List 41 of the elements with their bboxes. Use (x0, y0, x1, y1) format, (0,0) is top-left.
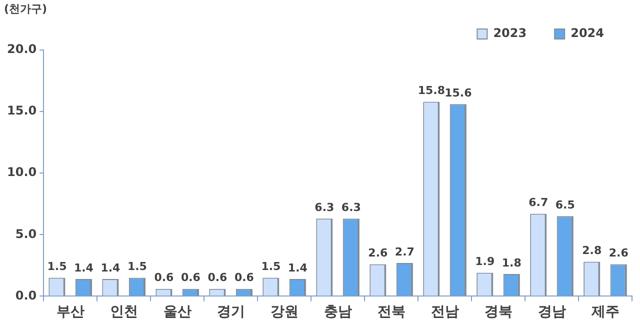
data-label: 0.6 (180, 271, 201, 284)
data-label: 2.8 (582, 244, 602, 258)
y-tick-label: 0.0 (15, 288, 37, 302)
data-label: 1.5 (47, 260, 67, 274)
data-label: 1.5 (261, 260, 281, 274)
y-tick-label: 10.0 (7, 165, 37, 180)
data-label: 1.5 (127, 260, 147, 274)
data-label: 1.8 (502, 256, 522, 270)
data-label: 6.3 (314, 201, 334, 214)
y-tick-label: 20.0 (7, 42, 37, 56)
x-tick-label: 울산 (163, 304, 192, 320)
data-label: 2.6 (608, 246, 629, 260)
data-label: 0.6 (234, 271, 254, 284)
data-label: 2.7 (394, 245, 414, 258)
legend-label: 2023 (493, 26, 527, 40)
x-tick-label: 인천 (110, 304, 138, 320)
x-tick-label: 충남 (324, 304, 352, 320)
data-label: 1.4 (288, 261, 308, 274)
data-label: 6.7 (528, 196, 548, 210)
y-tick-label: 5.0 (15, 226, 37, 241)
data-label: 15.6 (444, 86, 472, 100)
data-label: 1.9 (475, 255, 495, 268)
data-label: 0.6 (154, 271, 174, 284)
x-tick-label: 부산 (56, 304, 84, 320)
legend-label: 2024 (570, 26, 604, 40)
x-tick-label: 강원 (270, 304, 298, 320)
x-tick-label: 전남 (430, 304, 459, 320)
data-label: 2.6 (368, 246, 388, 260)
y-axis-title: (천가구) (4, 2, 48, 16)
data-label: 15.8 (418, 84, 445, 98)
data-label: 6.3 (341, 201, 361, 214)
data-label: 6.5 (555, 198, 575, 212)
y-tick-label: 15.0 (7, 104, 37, 118)
data-label: 0.6 (208, 271, 228, 284)
data-label: 1.4 (100, 261, 121, 274)
x-tick-label: 경기 (216, 304, 245, 320)
x-tick-label: 제주 (590, 304, 620, 320)
x-tick-label: 경남 (538, 304, 566, 320)
x-tick-label: 전북 (377, 304, 406, 320)
x-tick-label: 경북 (484, 304, 512, 320)
data-label: 1.4 (74, 261, 94, 274)
